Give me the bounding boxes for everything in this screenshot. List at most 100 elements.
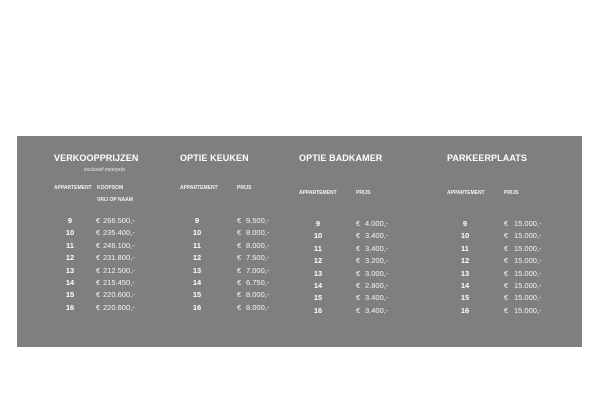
price-value: 231.800,- xyxy=(103,253,135,263)
price-value: 15.000,- xyxy=(514,219,542,228)
euro-sign: € xyxy=(96,228,101,238)
price-value: 3.400,- xyxy=(365,243,389,253)
apartment-number: 13 xyxy=(65,265,75,275)
apartment-number: 16 xyxy=(460,305,470,315)
euro-sign: € xyxy=(504,256,509,266)
euro-sign: € xyxy=(237,228,242,238)
price-value: 266.500,- xyxy=(103,216,135,225)
apartment-number: 9 xyxy=(194,216,200,225)
column-header-price: KOOPSOM xyxy=(97,185,124,191)
euro-sign: € xyxy=(96,290,101,300)
euro-sign: € xyxy=(237,265,242,275)
price-panel xyxy=(17,136,582,347)
price-value: 220.600,- xyxy=(103,290,135,300)
euro-sign: € xyxy=(237,240,242,250)
price-value: 15.000,- xyxy=(514,293,542,303)
price-value: 8.000,- xyxy=(246,240,270,250)
euro-sign: € xyxy=(237,253,242,263)
price-value: 2.800,- xyxy=(365,281,389,290)
section-title: OPTIE KEUKEN xyxy=(180,153,249,163)
section-subtitle: exclusief meerprijs xyxy=(84,167,126,173)
apartment-number: 10 xyxy=(313,231,323,241)
euro-sign: € xyxy=(237,278,242,287)
apartment-number: 15 xyxy=(313,293,323,303)
apartment-number: 14 xyxy=(65,278,75,287)
price-value: 15.000,- xyxy=(514,256,542,266)
apartment-number: 14 xyxy=(313,281,323,290)
euro-sign: € xyxy=(504,293,509,303)
apartment-number: 10 xyxy=(65,228,75,238)
price-value: 7.500,- xyxy=(246,253,270,263)
price-value: 8.000,- xyxy=(246,290,270,300)
apartment-number: 15 xyxy=(460,293,470,303)
apartment-number: 13 xyxy=(192,265,202,275)
euro-sign: € xyxy=(356,281,361,290)
price-value: 212.500,- xyxy=(103,265,135,275)
price-value: 3.400,- xyxy=(365,231,389,241)
price-value: 4.000,- xyxy=(365,219,389,228)
euro-sign: € xyxy=(356,256,361,266)
apartment-number: 12 xyxy=(192,253,202,263)
price-value: 7.000,- xyxy=(246,265,270,275)
euro-sign: € xyxy=(96,302,101,312)
apartment-number: 11 xyxy=(193,240,201,250)
apartment-number: 9 xyxy=(315,219,321,228)
price-value: 9.500,- xyxy=(246,216,270,225)
euro-sign: € xyxy=(237,302,242,312)
euro-sign: € xyxy=(96,253,101,263)
apartment-number: 13 xyxy=(313,268,323,278)
price-value: 220.600,- xyxy=(103,302,135,312)
price-value: 235.400,- xyxy=(103,228,135,238)
apartment-number: 12 xyxy=(460,256,470,266)
price-value: 6.750,- xyxy=(246,278,270,287)
euro-sign: € xyxy=(356,243,361,253)
apartment-number: 16 xyxy=(192,302,202,312)
apartment-number: 11 xyxy=(314,243,322,253)
euro-sign: € xyxy=(504,305,509,315)
euro-sign: € xyxy=(504,281,509,290)
column-header-price: PRIJS xyxy=(356,190,371,196)
apartment-number: 16 xyxy=(65,302,75,312)
price-value: 15.000,- xyxy=(514,243,542,253)
apartment-number: 13 xyxy=(460,268,470,278)
section-title: VERKOOPPRIJZEN xyxy=(54,153,139,163)
euro-sign: € xyxy=(356,305,361,315)
euro-sign: € xyxy=(504,243,509,253)
column-header-price: PRIJS xyxy=(504,190,519,196)
euro-sign: € xyxy=(356,293,361,303)
column-header-apartment: APPARTEMENT xyxy=(54,185,92,191)
price-value: 246.100,- xyxy=(103,240,135,250)
apartment-number: 10 xyxy=(192,228,202,238)
apartment-number: 14 xyxy=(460,281,470,290)
euro-sign: € xyxy=(356,219,361,228)
euro-sign: € xyxy=(237,216,242,225)
euro-sign: € xyxy=(504,268,509,278)
column-header-apartment: APPARTEMENT xyxy=(299,190,337,196)
price-value: 15.000,- xyxy=(514,268,542,278)
euro-sign: € xyxy=(96,240,101,250)
price-value: 15.000,- xyxy=(514,231,542,241)
apartment-number: 11 xyxy=(66,240,74,250)
euro-sign: € xyxy=(96,265,101,275)
price-value: 215.450,- xyxy=(103,278,135,287)
apartment-number: 12 xyxy=(313,256,323,266)
section-title: OPTIE BADKAMER xyxy=(299,153,383,163)
column-header-apartment: APPARTEMENT xyxy=(447,190,485,196)
column-header-price-line2: VRIJ OP NAAM xyxy=(97,197,134,203)
price-value: 3.400,- xyxy=(365,293,389,303)
apartment-number: 16 xyxy=(313,305,323,315)
section-title: PARKEERPLAATS xyxy=(447,153,527,163)
price-value: 8.000,- xyxy=(246,302,270,312)
euro-sign: € xyxy=(504,219,509,228)
euro-sign: € xyxy=(356,231,361,241)
price-value: 3.000,- xyxy=(365,268,389,278)
apartment-number: 12 xyxy=(65,253,75,263)
apartment-number: 15 xyxy=(65,290,75,300)
price-value: 8.000,- xyxy=(246,228,270,238)
price-value: 3.200,- xyxy=(365,256,389,266)
price-value: 3.400,- xyxy=(365,305,389,315)
column-header-price: PRIJS xyxy=(237,185,252,191)
apartment-number: 11 xyxy=(461,243,469,253)
apartment-number: 10 xyxy=(460,231,470,241)
apartment-number: 9 xyxy=(462,219,468,228)
